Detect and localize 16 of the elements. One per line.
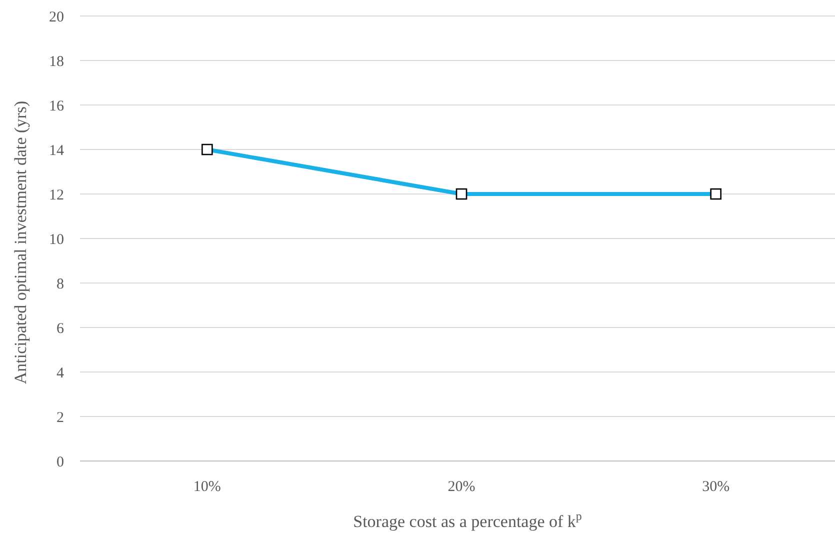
y-tick-label: 4 [56, 365, 64, 382]
y-tick-label: 20 [49, 9, 64, 26]
y-tick-label: 2 [56, 410, 64, 426]
y-tick-label: 18 [49, 54, 64, 70]
y-tick-label: 10 [49, 232, 64, 248]
x-axis-title: Storage cost as a percentage of k$^{p}$ [353, 509, 582, 531]
x-tick-label: 20% [448, 479, 476, 495]
x-tick-label: 30% [702, 479, 730, 495]
y-tick-label: 0 [56, 454, 64, 470]
y-tick-label: 6 [56, 320, 64, 337]
y-tick-label: 8 [56, 276, 64, 292]
y-axis-title: Anticipated optimal investment date (yrs) [11, 100, 30, 384]
y-tick-label: 16 [49, 98, 64, 114]
y-tick-label: 14 [49, 142, 64, 159]
y-tick-label: 12 [49, 187, 64, 204]
x-tick-label: 10% [193, 479, 221, 495]
